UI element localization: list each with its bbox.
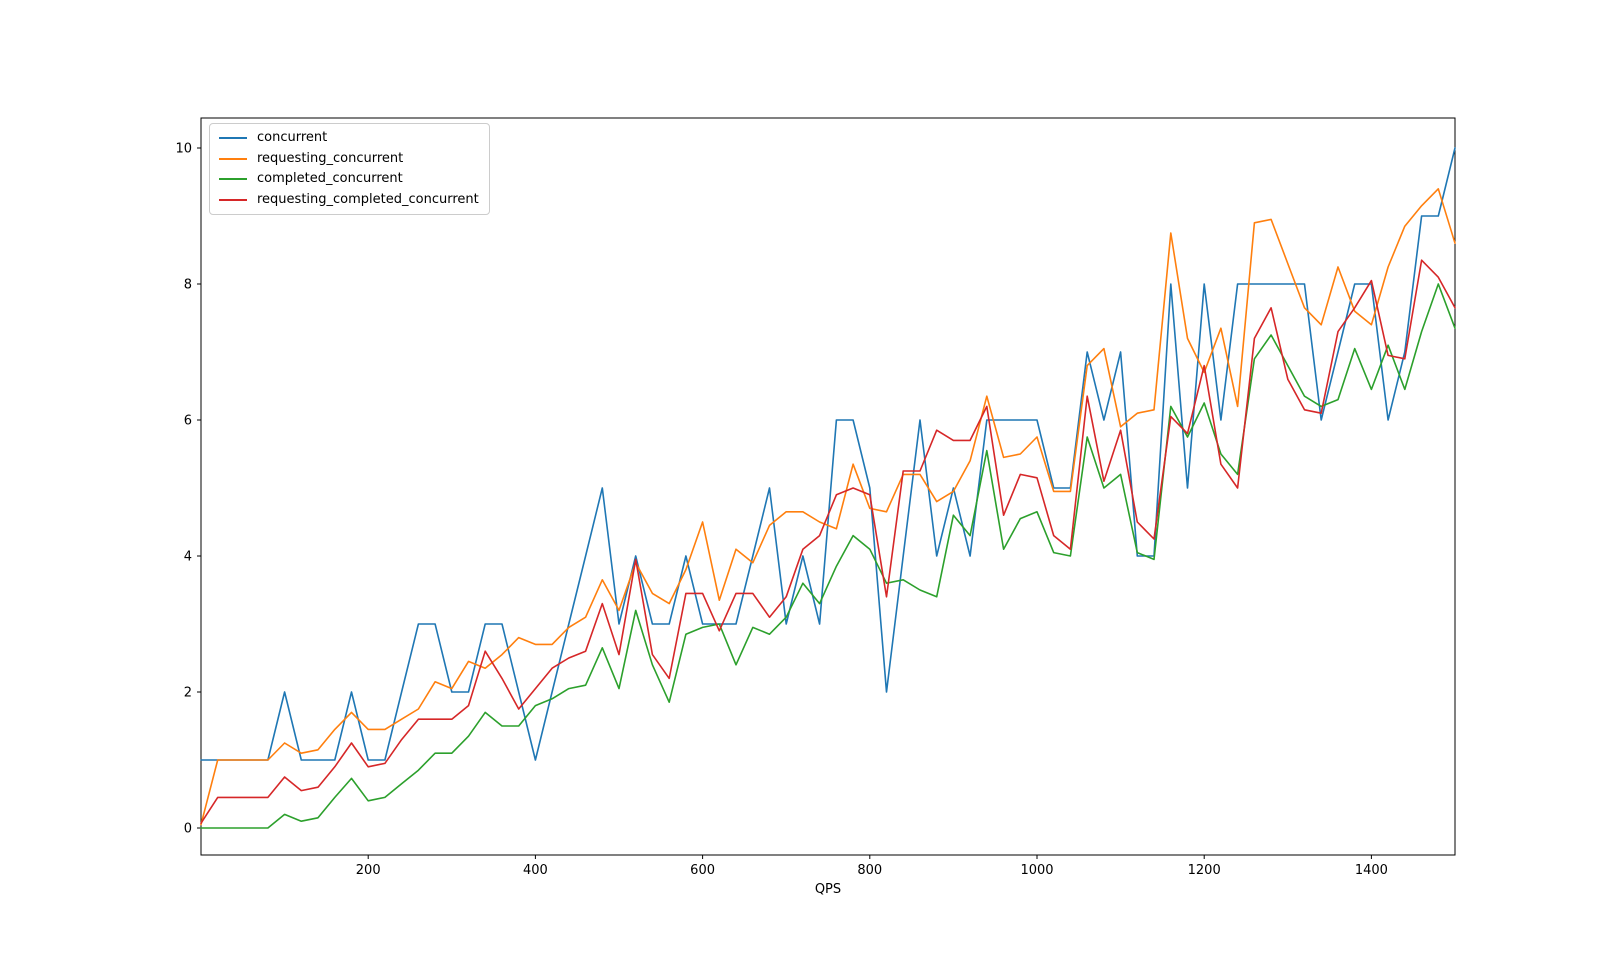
x-axis-label: QPS xyxy=(815,882,841,897)
legend-label: requesting_completed_concurrent xyxy=(257,191,479,207)
y-tick-label: 0 xyxy=(184,822,192,837)
x-tick-label: 800 xyxy=(857,863,882,878)
legend-item-requesting-concurrent: requesting_concurrent xyxy=(219,150,479,167)
legend-line-swatch-requesting-concurrent xyxy=(219,157,247,160)
legend: concurrent requesting_concurrent complet… xyxy=(209,123,490,215)
x-tick-label: 600 xyxy=(690,863,715,878)
x-tick-label: 200 xyxy=(356,863,381,878)
series-line-concurrent xyxy=(200,147,1456,761)
y-tick-label: 6 xyxy=(184,414,192,429)
axes-frame xyxy=(200,117,1456,856)
legend-line-swatch-requesting-completed-concurrent xyxy=(219,198,247,201)
series-line-completed_concurrent xyxy=(200,283,1456,829)
x-tick-label: 1000 xyxy=(1020,863,1053,878)
legend-line-swatch-completed-concurrent xyxy=(219,178,247,181)
legend-label: concurrent xyxy=(257,130,328,145)
legend-item-requesting-completed-concurrent: requesting_completed_concurrent xyxy=(219,191,479,208)
legend-item-completed-concurrent: completed_concurrent xyxy=(219,171,479,187)
legend-label: completed_concurrent xyxy=(257,171,403,186)
series-line-requesting_concurrent xyxy=(200,188,1456,826)
y-tick-label: 8 xyxy=(184,278,192,293)
series-line-requesting_completed_concurrent xyxy=(200,259,1456,825)
y-tick-label: 2 xyxy=(184,686,192,701)
y-tick-label: 10 xyxy=(175,142,192,157)
legend-line-swatch-concurrent xyxy=(219,137,247,140)
x-tick-label: 1400 xyxy=(1355,863,1388,878)
y-tick-label: 4 xyxy=(184,550,192,565)
legend-item-concurrent: concurrent xyxy=(219,130,479,146)
x-tick-label: 1200 xyxy=(1188,863,1221,878)
x-tick-label: 400 xyxy=(523,863,548,878)
legend-label: requesting_concurrent xyxy=(257,150,404,166)
